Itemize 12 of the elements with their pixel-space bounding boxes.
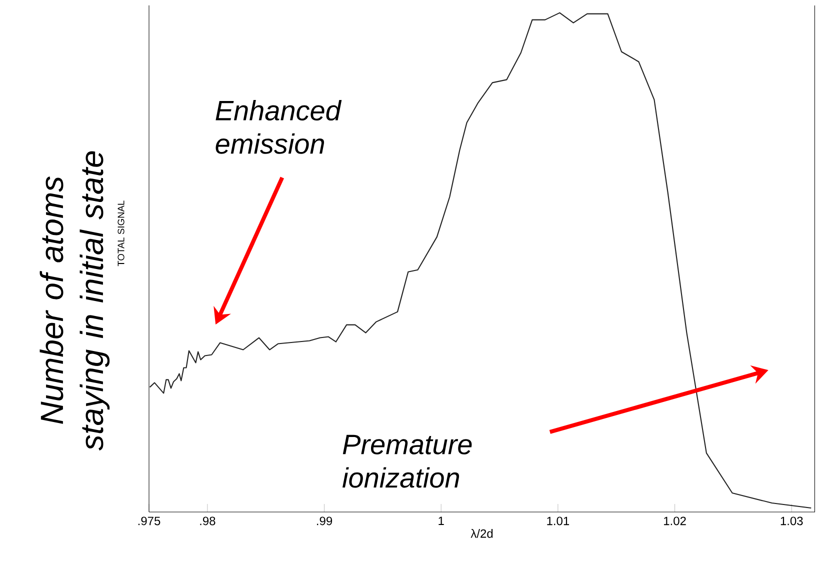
x-tick-label: .98: [200, 516, 216, 526]
x-tick-label: .975: [138, 516, 160, 526]
annotation: Premature ionization: [342, 434, 472, 488]
x-tick-label: 1.02: [664, 516, 686, 526]
annotation: Enhanced emission: [216, 100, 342, 154]
x-tick-label: 1: [438, 516, 444, 525]
y-axis-title: TOTAL SIGNAL: [118, 200, 124, 266]
x-tick-label: 1.03: [780, 516, 803, 526]
x-tick-label: .99: [317, 516, 332, 526]
text: Number of atoms staying in initial state: [40, 151, 110, 451]
x-axis-title: λ/2d: [470, 529, 493, 538]
x-tick-label: 1.01: [547, 516, 570, 526]
